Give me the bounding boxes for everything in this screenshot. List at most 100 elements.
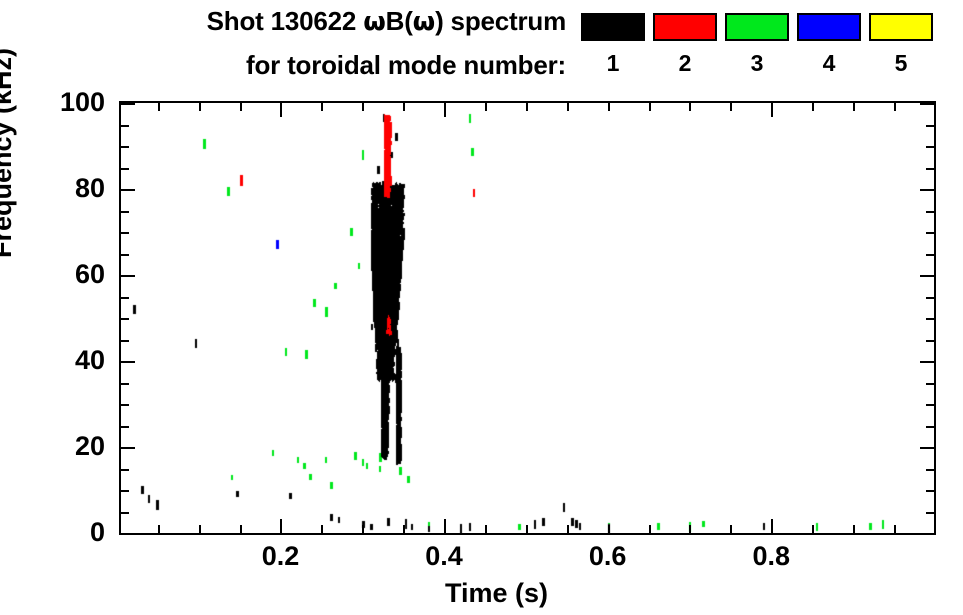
x-tick <box>730 525 733 533</box>
y-tick <box>121 124 129 127</box>
x-tick <box>648 103 651 111</box>
legend-item-1[interactable]: 1 <box>581 13 645 75</box>
legend-label-3: 3 <box>750 50 764 76</box>
x-tick <box>239 103 242 111</box>
x-axis-title-text: Time (s) <box>444 578 549 608</box>
x-tick <box>280 103 283 117</box>
y-tick <box>121 382 129 385</box>
x-tick <box>403 525 406 533</box>
x-tick <box>321 525 324 533</box>
y-tick <box>121 296 129 299</box>
title-shot-text: Shot 130622 <box>206 6 364 36</box>
y-tick <box>121 253 129 256</box>
x-tick <box>484 525 487 533</box>
plot-area <box>119 101 936 535</box>
legend-item-2[interactable]: 2 <box>653 13 717 75</box>
title-spectrum-text: ) spectrum <box>435 6 566 36</box>
y-tick <box>121 511 129 514</box>
y-tick <box>121 404 129 406</box>
x-tick <box>648 525 651 533</box>
y-tick <box>920 361 934 363</box>
x-tick <box>771 103 774 117</box>
y-tick <box>926 296 934 299</box>
x-tick <box>566 103 569 111</box>
y-tick <box>121 447 135 449</box>
legend-swatch-4 <box>797 13 861 41</box>
y-tick <box>926 382 934 385</box>
x-tick-label: 0.8 <box>752 541 790 571</box>
y-tick <box>121 146 129 148</box>
y-tick-label: 40 <box>74 345 105 375</box>
legend-label-4: 4 <box>822 50 836 76</box>
x-tick-label: 0.4 <box>425 541 463 571</box>
x-tick <box>689 525 692 533</box>
x-tick <box>525 525 528 533</box>
y-tick <box>121 468 129 471</box>
x-tick <box>280 519 283 533</box>
omega-symbol-2: ω <box>412 7 436 37</box>
x-tick-label: 0.2 <box>261 541 300 571</box>
y-tick <box>121 425 129 428</box>
y-tick <box>926 425 934 428</box>
x-tick <box>893 103 896 111</box>
x-tick <box>198 103 201 111</box>
legend-swatch-5 <box>869 13 933 41</box>
x-tick <box>444 519 447 533</box>
y-tick <box>920 275 934 277</box>
x-tick <box>157 525 160 533</box>
y-tick <box>926 404 934 406</box>
y-tick <box>121 232 129 234</box>
x-tick <box>566 525 569 533</box>
chart-header: Shot 130622 ωB(ω) spectrum for toroidal … <box>0 0 963 96</box>
x-tick <box>607 103 610 111</box>
y-tick <box>926 210 934 213</box>
x-tick <box>853 525 856 533</box>
x-tick <box>157 103 160 111</box>
y-tick <box>121 361 135 363</box>
legend-label-2: 2 <box>678 50 692 76</box>
y-tick <box>926 511 934 514</box>
x-tick <box>607 525 610 533</box>
y-tick <box>926 318 934 320</box>
x-tick <box>812 103 815 111</box>
legend-label-1: 1 <box>606 50 620 76</box>
y-tick <box>121 533 135 535</box>
chart-title-line-2: for toroidal mode number: <box>245 50 566 80</box>
x-tick <box>853 103 856 111</box>
x-tick <box>484 103 487 111</box>
legend-item-5[interactable]: 5 <box>869 13 933 75</box>
x-tick <box>525 103 528 111</box>
y-tick <box>121 103 135 105</box>
y-tick <box>121 210 129 213</box>
y-tick <box>121 167 129 170</box>
legend: 1 2 3 4 5 <box>581 13 941 93</box>
omega-symbol-1: ω <box>363 7 386 37</box>
y-tick <box>121 318 129 320</box>
y-tick-label: 80 <box>74 173 105 203</box>
y-tick <box>121 189 135 191</box>
x-tick <box>444 103 447 117</box>
x-tick <box>362 525 365 533</box>
legend-swatch-2 <box>653 13 717 41</box>
x-tick <box>689 103 692 111</box>
y-tick <box>121 490 129 492</box>
plot-frame <box>119 101 936 535</box>
y-tick <box>920 533 934 535</box>
x-tick <box>239 525 242 533</box>
y-tick <box>121 275 135 277</box>
y-tick <box>926 146 934 148</box>
title-b-text: B( <box>385 6 413 36</box>
y-axis-title: Frequency (kHz) <box>0 47 17 259</box>
x-tick <box>812 525 815 533</box>
y-tick <box>926 124 934 127</box>
spectrum-scatter-canvas <box>121 103 934 533</box>
y-tick <box>920 447 934 449</box>
x-tick <box>403 103 406 111</box>
y-tick <box>926 339 934 342</box>
x-tick <box>771 519 774 533</box>
legend-item-3[interactable]: 3 <box>725 13 789 75</box>
legend-item-4[interactable]: 4 <box>797 13 861 75</box>
x-axis-title: Time (s) <box>0 578 963 609</box>
legend-swatch-3 <box>725 13 789 41</box>
y-tick-label: 100 <box>59 87 105 117</box>
